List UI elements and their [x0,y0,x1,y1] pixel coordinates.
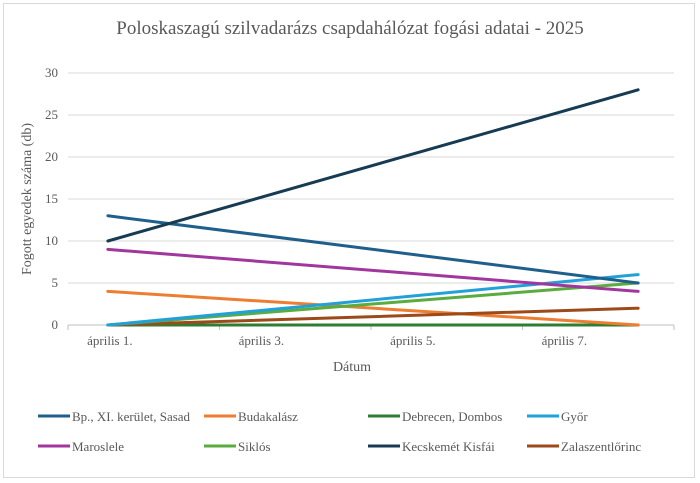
y-axis-title: Fogott egyedek száma (db) [20,123,35,275]
x-tick-label: április 5. [390,333,436,348]
legend-item: Debrecen, Dombos [368,409,502,424]
legend-label: Bp., XI. kerület, Sasad [72,409,191,424]
chart-title: Poloskaszagú szilvadarázs csapdahálózat … [116,18,583,39]
legend-item: Kecskemét Kisfái [368,439,495,454]
legend-item: Zalaszentlőrinc [527,439,641,454]
y-tick-label: 25 [45,107,58,122]
gridlines [68,72,674,284]
x-axis-title: Dátum [333,360,371,375]
x-tick-label: április 1. [87,333,133,348]
y-tick-label: 5 [52,275,59,290]
series-line-7 [106,306,640,327]
legend-item: Siklós [204,439,271,454]
legend-label: Győr [561,409,588,424]
y-tick-label: 0 [52,317,59,332]
y-tick-label: 20 [45,149,58,164]
legend-item: Győr [527,409,588,424]
series-line-6 [106,88,640,243]
y-tick-label: 30 [45,65,58,80]
legend-label: Maroslele [72,439,124,454]
legend-label: Kecskemét Kisfái [402,439,495,454]
series-line-1 [106,289,640,327]
legend-label: Siklós [238,439,271,454]
legend-item: Budakalász [204,409,298,424]
series-line-0 [106,214,640,285]
series-lines [106,88,640,327]
legend-label: Zalaszentlőrinc [561,439,641,454]
y-tick-label: 10 [45,233,58,248]
legend-label: Debrecen, Dombos [402,409,502,424]
legend-item: Maroslele [38,439,124,454]
x-axis-ticks: április 1. április 3. április 5. április 7. [67,325,675,348]
legend-item: Bp., XI. kerület, Sasad [38,409,191,424]
legend-label: Budakalász [238,409,298,424]
y-tick-label: 15 [45,191,58,206]
x-tick-label: április 3. [239,333,285,348]
y-axis-ticks: 0 5 10 15 20 25 30 [45,65,58,332]
x-tick-label: április 7. [542,333,588,348]
series-line-4 [106,247,640,293]
legend: Bp., XI. kerület, Sasad Budakalász Debrece… [38,409,641,454]
